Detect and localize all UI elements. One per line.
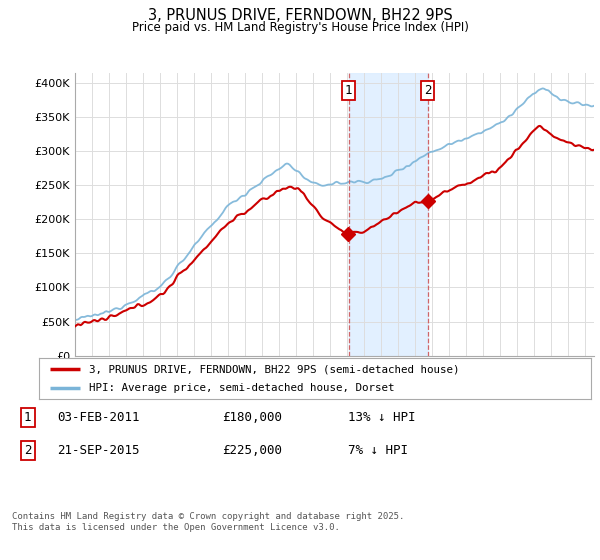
Text: £225,000: £225,000	[222, 444, 282, 458]
Text: £180,000: £180,000	[222, 411, 282, 424]
Bar	[349, 73, 428, 356]
Text: 03-FEB-2011: 03-FEB-2011	[57, 411, 139, 424]
Text: Price paid vs. HM Land Registry's House Price Index (HPI): Price paid vs. HM Land Registry's House …	[131, 21, 469, 34]
Text: 13% ↓ HPI: 13% ↓ HPI	[348, 411, 415, 424]
Text: 2: 2	[24, 444, 32, 458]
Text: 3, PRUNUS DRIVE, FERNDOWN, BH22 9PS: 3, PRUNUS DRIVE, FERNDOWN, BH22 9PS	[148, 8, 452, 24]
Text: 7% ↓ HPI: 7% ↓ HPI	[348, 444, 408, 458]
Text: 21-SEP-2015: 21-SEP-2015	[57, 444, 139, 458]
Text: 1: 1	[345, 84, 352, 97]
Text: HPI: Average price, semi-detached house, Dorset: HPI: Average price, semi-detached house,…	[89, 383, 394, 393]
Text: 1: 1	[24, 411, 32, 424]
Text: 2: 2	[424, 84, 431, 97]
Text: 3, PRUNUS DRIVE, FERNDOWN, BH22 9PS (semi-detached house): 3, PRUNUS DRIVE, FERNDOWN, BH22 9PS (sem…	[89, 365, 459, 374]
Text: Contains HM Land Registry data © Crown copyright and database right 2025.
This d: Contains HM Land Registry data © Crown c…	[12, 512, 404, 532]
